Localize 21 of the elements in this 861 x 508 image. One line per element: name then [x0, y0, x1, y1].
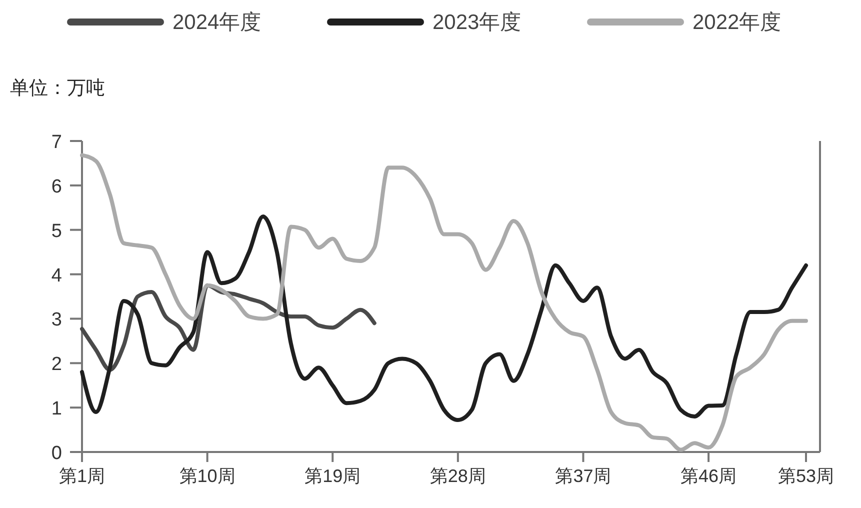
y-tick-label: 3: [51, 310, 62, 331]
y-tick-label: 2: [51, 354, 62, 376]
x-tick-label: 第10周: [179, 466, 236, 486]
x-tick-label: 第28周: [430, 466, 486, 486]
y-tick-label: 0: [51, 443, 62, 464]
y-tick-label: 6: [51, 176, 62, 198]
x-tick-label: 第53周: [778, 466, 834, 486]
x-tick-label: 第1周: [58, 466, 106, 486]
y-tick-label: 7: [51, 132, 62, 153]
legend-label: 2022年度: [692, 11, 782, 34]
line-series: [80, 214, 808, 422]
legend-label: 2023年度: [432, 11, 522, 34]
x-tick-label: 第19周: [304, 466, 361, 486]
y-tick-label: 5: [51, 220, 62, 242]
x-tick-label: 第46周: [680, 466, 737, 486]
line-series: [80, 153, 808, 452]
y-tick-label: 1: [51, 398, 62, 420]
x-tick-label: 第37周: [555, 466, 612, 486]
y-axis-title: 单位：万吨: [10, 78, 105, 99]
legend-label: 2024年度: [172, 11, 262, 34]
y-tick-label: 4: [51, 265, 62, 286]
